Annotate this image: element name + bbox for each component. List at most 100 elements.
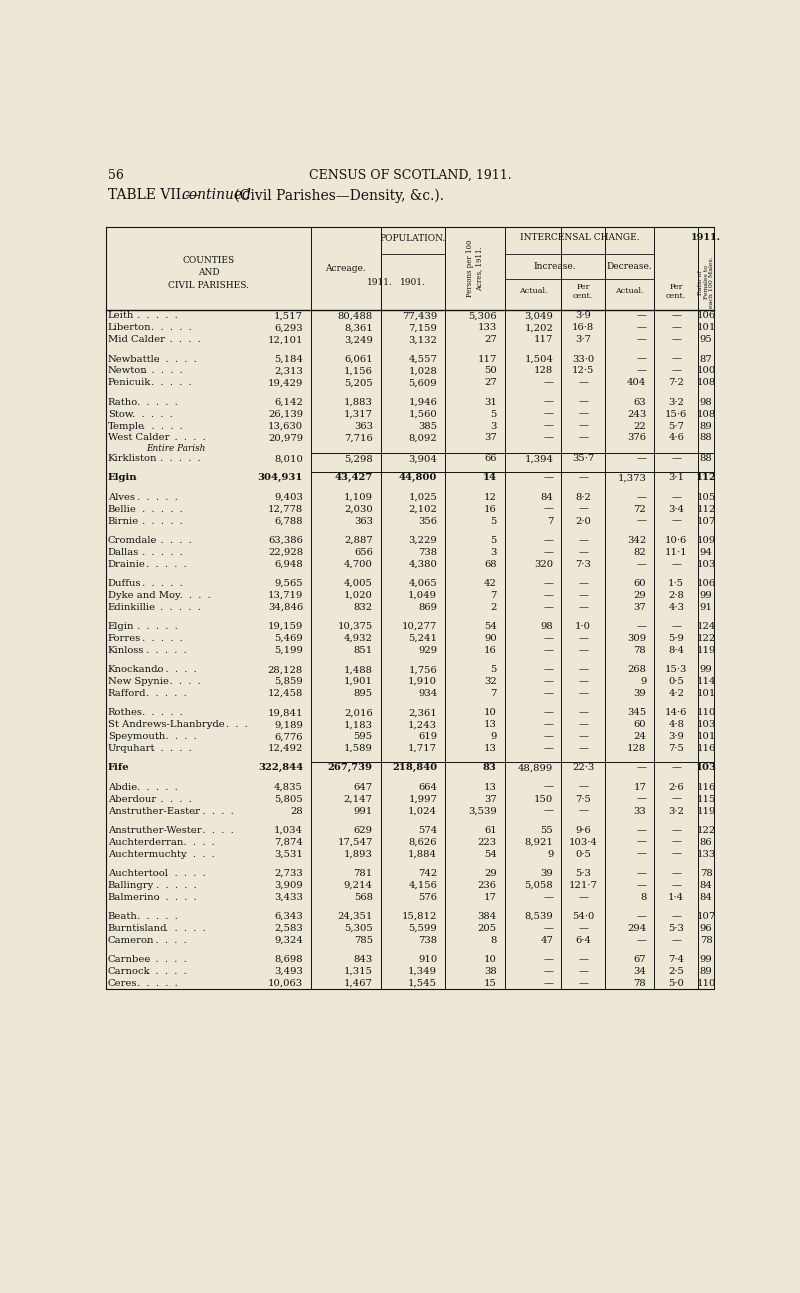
Text: —: — [636, 763, 646, 772]
Text: —: — [543, 689, 554, 698]
Text: —: — [578, 504, 588, 513]
Text: 869: 869 [418, 603, 437, 612]
Text: 8: 8 [640, 892, 646, 901]
Text: 1,560: 1,560 [408, 410, 437, 419]
Text: 22,928: 22,928 [268, 548, 303, 557]
Text: —: — [578, 956, 588, 965]
Text: 5,609: 5,609 [409, 379, 437, 388]
Text: 4,005: 4,005 [344, 579, 373, 588]
Text: AND: AND [198, 269, 219, 278]
Text: —: — [636, 454, 646, 463]
Text: —: — [636, 560, 646, 569]
Text: .  .  .  .  .: . . . . . [153, 354, 197, 363]
Text: —: — [543, 410, 554, 419]
Text: 1,020: 1,020 [344, 591, 373, 600]
Text: 8·4: 8·4 [668, 646, 684, 656]
Text: —: — [578, 665, 588, 674]
Text: 109: 109 [697, 535, 716, 544]
Text: 2,313: 2,313 [274, 366, 303, 375]
Text: 77,439: 77,439 [402, 312, 437, 321]
Text: —: — [578, 473, 588, 482]
Text: 218,840: 218,840 [392, 763, 437, 772]
Text: 7·4: 7·4 [668, 956, 684, 965]
Text: Decrease.: Decrease. [607, 262, 653, 272]
Text: —: — [578, 732, 588, 741]
Text: 3,049: 3,049 [525, 312, 554, 321]
Text: —: — [543, 379, 554, 388]
Text: 98: 98 [700, 398, 713, 406]
Text: 1,717: 1,717 [408, 745, 437, 753]
Text: 83: 83 [483, 763, 497, 772]
Text: .  .  .  .  .: . . . . . [190, 826, 234, 835]
Text: 1,156: 1,156 [344, 366, 373, 375]
Text: 32: 32 [484, 678, 497, 687]
Text: 116: 116 [697, 782, 716, 791]
Text: 3·9: 3·9 [668, 732, 684, 741]
Text: New Spynie: New Spynie [108, 678, 169, 687]
Text: —: — [636, 335, 646, 344]
Text: —: — [543, 924, 554, 934]
Text: 100: 100 [697, 366, 716, 375]
Text: 16·8: 16·8 [572, 323, 594, 332]
Text: Balmerino: Balmerino [108, 892, 160, 901]
Text: —: — [578, 807, 588, 816]
Text: 7·2: 7·2 [668, 379, 684, 388]
Text: 1,315: 1,315 [344, 967, 373, 976]
Text: 15·6: 15·6 [665, 410, 687, 419]
Text: 121·7: 121·7 [569, 881, 598, 890]
Text: 24: 24 [634, 732, 646, 741]
Text: 2,887: 2,887 [344, 535, 373, 544]
Text: 1911.: 1911. [691, 233, 721, 242]
Text: 3: 3 [490, 548, 497, 557]
Text: 0·5: 0·5 [575, 850, 591, 859]
Text: 4·6: 4·6 [668, 433, 684, 442]
Text: 98: 98 [541, 622, 554, 631]
Text: 19,841: 19,841 [267, 709, 303, 718]
Text: .  .  .  .  .: . . . . . [153, 892, 197, 901]
Text: —: — [543, 603, 554, 612]
Text: 3·1: 3·1 [668, 473, 684, 482]
Text: 13,630: 13,630 [268, 422, 303, 431]
Text: 8,010: 8,010 [274, 454, 303, 463]
Text: 29: 29 [484, 869, 497, 878]
Text: 115: 115 [696, 795, 716, 803]
Text: 5,306: 5,306 [468, 312, 497, 321]
Text: 78: 78 [634, 979, 646, 988]
Text: 895: 895 [354, 689, 373, 698]
Text: 78: 78 [634, 646, 646, 656]
Text: —: — [636, 795, 646, 803]
Text: 8,361: 8,361 [344, 323, 373, 332]
Text: 4,557: 4,557 [408, 354, 437, 363]
Text: 1,034: 1,034 [274, 826, 303, 835]
Text: 1,488: 1,488 [344, 665, 373, 674]
Text: 13: 13 [484, 745, 497, 753]
Text: 20,979: 20,979 [268, 433, 303, 442]
Text: 15: 15 [484, 979, 497, 988]
Text: TABLE VII.—: TABLE VII.— [108, 189, 199, 202]
Text: Burntisland: Burntisland [108, 924, 167, 934]
Text: 68: 68 [484, 560, 497, 569]
Text: 3,229: 3,229 [408, 535, 437, 544]
Text: 304,931: 304,931 [258, 473, 303, 482]
Text: 1·0: 1·0 [575, 622, 591, 631]
Text: 9,403: 9,403 [274, 493, 303, 502]
Text: 568: 568 [354, 892, 373, 901]
Text: —: — [671, 493, 682, 502]
Text: 17: 17 [634, 782, 646, 791]
Text: 205: 205 [478, 924, 497, 934]
Text: 24,351: 24,351 [338, 912, 373, 921]
Text: —: — [671, 323, 682, 332]
Text: —: — [636, 323, 646, 332]
Text: 1,997: 1,997 [408, 795, 437, 803]
Text: 10: 10 [484, 709, 497, 718]
Text: —: — [636, 869, 646, 878]
Text: 4,835: 4,835 [274, 782, 303, 791]
Text: —: — [543, 646, 554, 656]
Text: .  .  .  .  .: . . . . . [143, 646, 187, 656]
Text: Duffus: Duffus [108, 579, 142, 588]
Text: 7,874: 7,874 [274, 838, 303, 847]
Text: 112: 112 [696, 504, 716, 513]
Text: .  .  .  .  .: . . . . . [143, 689, 187, 698]
Text: Dallas: Dallas [108, 548, 139, 557]
Text: 150: 150 [534, 795, 554, 803]
